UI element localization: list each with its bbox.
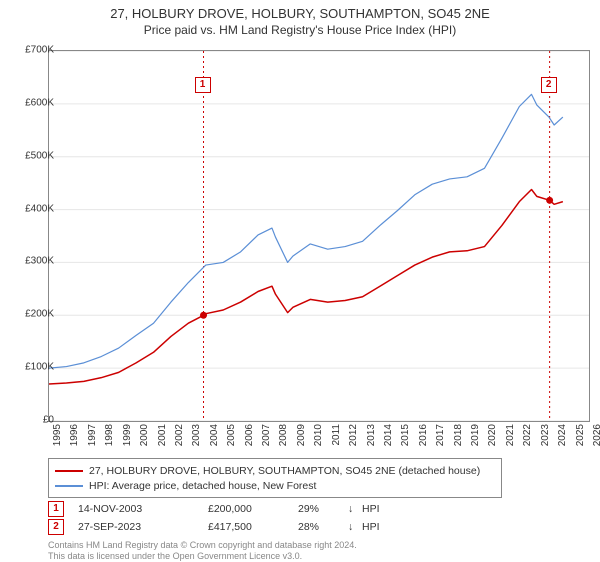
x-tick-label: 2022 [522, 424, 533, 446]
legend-row: 27, HOLBURY DROVE, HOLBURY, SOUTHAMPTON,… [55, 463, 495, 478]
x-tick-label: 2008 [278, 424, 289, 446]
legend-label: 27, HOLBURY DROVE, HOLBURY, SOUTHAMPTON,… [89, 465, 480, 477]
x-tick-label: 2011 [331, 424, 342, 446]
x-tick-label: 2016 [418, 424, 429, 446]
sales-row: 1 14-NOV-2003£200,00029%↓HPI [48, 500, 402, 518]
legend: 27, HOLBURY DROVE, HOLBURY, SOUTHAMPTON,… [48, 458, 502, 498]
x-tick-label: 2005 [226, 424, 237, 446]
footnote-line1: Contains HM Land Registry data © Crown c… [48, 540, 357, 550]
legend-swatch [55, 485, 83, 487]
y-tick-label: £700K [10, 45, 54, 56]
y-tick-label: £0 [10, 415, 54, 426]
x-tick-label: 2013 [366, 424, 377, 446]
sales-row-price: £200,000 [208, 503, 298, 515]
x-tick-label: 2007 [261, 424, 272, 446]
sales-row-date: 27-SEP-2023 [78, 521, 208, 533]
chart-title-address: 27, HOLBURY DROVE, HOLBURY, SOUTHAMPTON,… [0, 6, 600, 21]
x-tick-label: 2000 [139, 424, 150, 446]
x-tick-label: 2009 [296, 424, 307, 446]
footnote-line2: This data is licensed under the Open Gov… [48, 551, 302, 561]
sales-row-marker: 2 [48, 519, 64, 535]
x-tick-label: 1995 [52, 424, 63, 446]
sales-row-pct: 28% [298, 521, 348, 533]
x-tick-label: 2015 [400, 424, 411, 446]
sales-row-date: 14-NOV-2003 [78, 503, 208, 515]
x-tick-label: 1999 [122, 424, 133, 446]
legend-swatch [55, 470, 83, 472]
x-tick-label: 2024 [557, 424, 568, 446]
sales-row-hpi-label: HPI [362, 503, 402, 515]
x-tick-label: 2025 [575, 424, 586, 446]
legend-label: HPI: Average price, detached house, New … [89, 480, 316, 492]
x-tick-label: 2012 [348, 424, 359, 446]
footnote: Contains HM Land Registry data © Crown c… [48, 540, 588, 562]
x-tick-label: 2026 [592, 424, 600, 446]
sales-row-hpi-label: HPI [362, 521, 402, 533]
sales-table: 1 14-NOV-2003£200,00029%↓HPI 2 27-SEP-2023£… [48, 500, 402, 536]
x-tick-label: 2023 [540, 424, 551, 446]
down-arrow-icon: ↓ [348, 503, 362, 515]
sales-row-marker: 1 [48, 501, 64, 517]
x-tick-label: 2004 [209, 424, 220, 446]
x-tick-label: 2020 [487, 424, 498, 446]
sale-marker-1: 1 [195, 77, 211, 93]
sales-row: 2 27-SEP-2023£417,50028%↓HPI [48, 518, 402, 536]
x-tick-label: 1997 [87, 424, 98, 446]
chart-subtitle: Price paid vs. HM Land Registry's House … [0, 23, 600, 37]
title-block: 27, HOLBURY DROVE, HOLBURY, SOUTHAMPTON,… [0, 0, 600, 37]
y-tick-label: £200K [10, 309, 54, 320]
sales-row-price: £417,500 [208, 521, 298, 533]
sales-row-pct: 29% [298, 503, 348, 515]
plot-svg [49, 51, 589, 421]
legend-row: HPI: Average price, detached house, New … [55, 478, 495, 493]
chart-container: 27, HOLBURY DROVE, HOLBURY, SOUTHAMPTON,… [0, 0, 600, 560]
x-tick-label: 2002 [174, 424, 185, 446]
y-tick-label: £400K [10, 203, 54, 214]
plot-area [48, 50, 590, 422]
x-tick-label: 2003 [191, 424, 202, 446]
x-tick-label: 2018 [453, 424, 464, 446]
y-tick-label: £100K [10, 362, 54, 373]
x-tick-label: 2010 [313, 424, 324, 446]
x-tick-label: 1996 [69, 424, 80, 446]
x-tick-label: 2001 [157, 424, 168, 446]
sale-marker-2: 2 [541, 77, 557, 93]
x-tick-label: 2017 [435, 424, 446, 446]
y-tick-label: £500K [10, 150, 54, 161]
y-tick-label: £300K [10, 256, 54, 267]
x-tick-label: 2019 [470, 424, 481, 446]
x-tick-label: 1998 [104, 424, 115, 446]
y-tick-label: £600K [10, 97, 54, 108]
down-arrow-icon: ↓ [348, 521, 362, 533]
x-tick-label: 2014 [383, 424, 394, 446]
x-tick-label: 2006 [244, 424, 255, 446]
x-tick-label: 2021 [505, 424, 516, 446]
